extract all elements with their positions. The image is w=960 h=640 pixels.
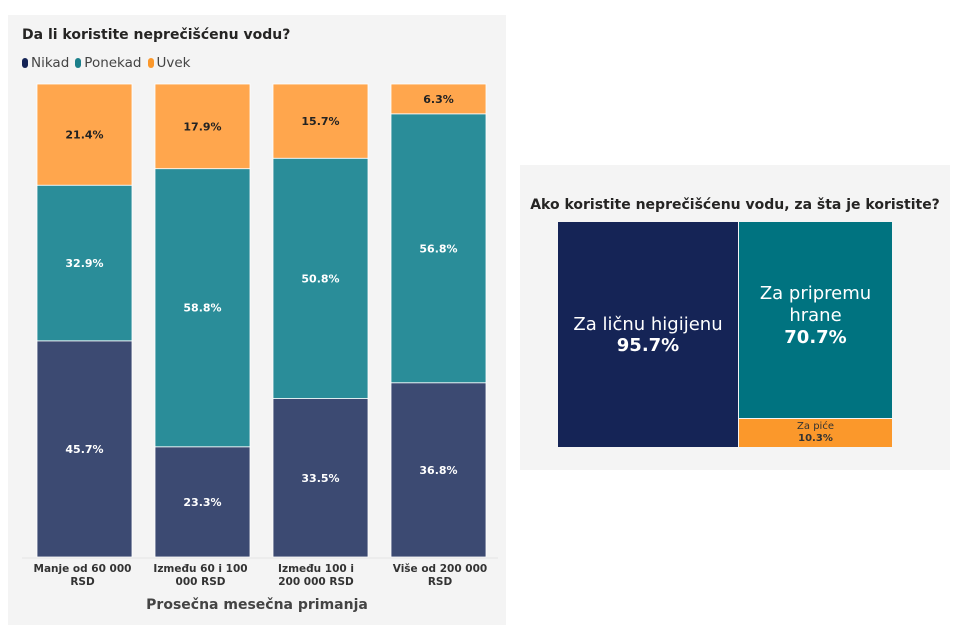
x-tick-label: Između 60 i 100 000 RSD <box>153 563 248 588</box>
data-label: 17.9% <box>183 120 221 133</box>
data-label: 21.4% <box>65 129 103 142</box>
bar-segment-ponekad[interactable] <box>390 113 487 384</box>
treemap-tile-licna-higijena[interactable]: Za ličnu higijenu 95.7% <box>558 222 738 447</box>
treemap-tile-pice[interactable]: Za piće 10.3% <box>739 419 892 447</box>
bar-segment-ponekad[interactable] <box>272 157 369 399</box>
legend-label: Uvek <box>156 55 191 71</box>
treemap-panel: Ako koristite neprečišćenu vodu, za šta … <box>520 165 950 470</box>
tile-label: Za ličnu higijenu <box>573 313 723 335</box>
legend: Nikad Ponekad Uvek <box>22 55 193 71</box>
bar-segment-ponekad[interactable] <box>36 184 133 342</box>
bar-segment-uvek[interactable] <box>154 83 251 170</box>
legend-label: Nikad <box>31 55 70 71</box>
x-tick-label: Manje od 60 000 RSD <box>33 563 132 588</box>
bar-segment-uvek[interactable] <box>272 83 369 159</box>
data-label: 36.8% <box>419 464 457 477</box>
treemap-title: Ako koristite neprečišćenu vodu, za šta … <box>530 197 940 213</box>
x-tick-label: Više od 200 000 RSD <box>392 563 488 588</box>
bar-segment-nikad[interactable] <box>390 382 487 558</box>
data-label: 15.7% <box>301 115 339 128</box>
data-label: 33.5% <box>301 472 339 485</box>
legend-marker <box>22 58 28 68</box>
data-label: 6.3% <box>423 93 454 106</box>
bar-segment-nikad[interactable] <box>154 446 251 558</box>
tile-value: 70.7% <box>784 326 847 348</box>
bar-segment-nikad[interactable] <box>272 398 369 558</box>
x-tick-label: Između 100 i 200 000 RSD <box>278 563 354 588</box>
treemap-tile-priprema-hrane[interactable]: Za pripremu hrane 70.7% <box>739 222 892 418</box>
bar-segment-ponekad[interactable] <box>154 168 251 448</box>
bar-segment-uvek[interactable] <box>36 83 133 186</box>
legend-item-ponekad[interactable]: Ponekad <box>75 55 142 71</box>
data-label: 56.8% <box>419 242 457 255</box>
data-label: 50.8% <box>301 272 339 285</box>
data-label: 45.7% <box>65 443 103 456</box>
legend-item-uvek[interactable]: Uvek <box>147 55 191 71</box>
bar-segment-uvek[interactable] <box>390 83 487 115</box>
legend-marker <box>147 58 154 68</box>
tile-value: 95.7% <box>616 334 680 356</box>
tile-label: Za piće <box>797 421 834 432</box>
bar-plot-area: 45.7% 32.9% 21.4% 23.3% 58.8% 17.9% 33.5% 50.8%… <box>22 83 498 559</box>
tile-value: 10.3% <box>798 433 833 444</box>
chart-title: Da li koristite neprečišćenu vodu? <box>22 27 291 43</box>
stacked-bar-chart-panel: Da li koristite neprečišćenu vodu? Nikad… <box>8 15 506 625</box>
data-label: 32.9% <box>65 257 103 270</box>
legend-marker <box>75 58 82 68</box>
x-axis-title: Prosečna mesečna primanja <box>146 597 368 613</box>
legend-label: Ponekad <box>84 55 142 71</box>
legend-item-nikad[interactable]: Nikad <box>22 55 69 71</box>
tile-label: Za pripremu hrane <box>759 282 872 326</box>
data-label: 58.8% <box>183 302 221 315</box>
data-label: 23.3% <box>183 496 221 509</box>
